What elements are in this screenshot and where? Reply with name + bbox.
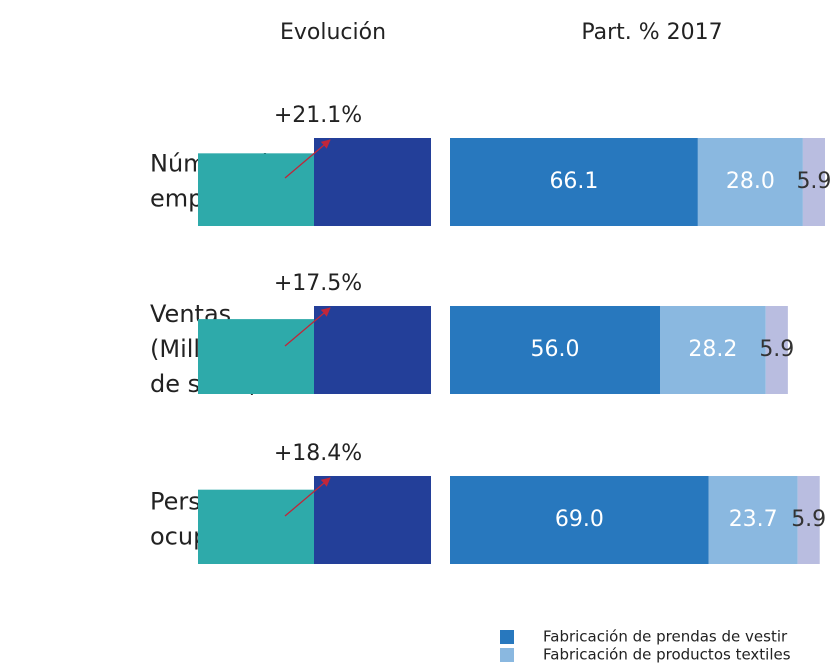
bar-segment	[708, 476, 798, 564]
legend-label: Fabricación de prendas de vestir	[543, 628, 788, 646]
bar-segment	[450, 138, 698, 226]
growth-arrow	[284, 477, 331, 517]
legend-label: Otros	[543, 664, 584, 666]
evolution-bar	[314, 306, 431, 394]
evolution-bar	[314, 476, 431, 564]
value-label: 23.7	[729, 507, 778, 532]
bar-segment	[450, 306, 660, 394]
growth-arrow	[284, 307, 331, 347]
legend-label: Fabricación de productos textiles	[543, 646, 791, 664]
evolution-base-bar	[198, 153, 314, 226]
bar-segment	[797, 476, 820, 564]
value-label: 56.0	[531, 337, 580, 362]
value-label: 28.2	[688, 337, 737, 362]
legend-swatch	[500, 630, 514, 644]
growth-label: +21.1%	[274, 103, 362, 128]
growth-label: +17.5%	[274, 271, 362, 296]
value-label: 66.1	[549, 169, 598, 194]
evolution-bar	[314, 138, 431, 226]
bar-segment	[765, 306, 788, 394]
evolution-base-bar	[198, 489, 314, 564]
header: Part. % 2017	[581, 20, 722, 45]
growth-label: +18.4%	[274, 441, 362, 466]
value-label: 69.0	[555, 507, 604, 532]
value-label: 28.0	[726, 169, 775, 194]
legend-swatch	[500, 648, 514, 662]
evolution-base-bar	[198, 319, 314, 394]
bar-segment	[450, 476, 709, 564]
growth-arrow	[284, 139, 331, 179]
bar-segment	[660, 306, 766, 394]
header: Evolución	[280, 20, 386, 45]
value-label: 5.9	[796, 169, 830, 194]
bar-segment	[697, 138, 803, 226]
bar-segment	[802, 138, 825, 226]
value-label: 5.9	[791, 507, 826, 532]
value-label: 5.9	[759, 337, 794, 362]
